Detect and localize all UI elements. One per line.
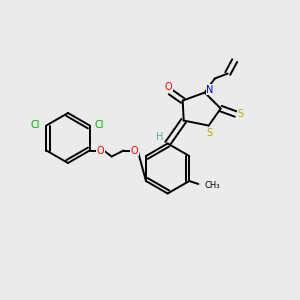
Text: CH₃: CH₃	[204, 182, 220, 190]
Text: Cl: Cl	[95, 119, 104, 130]
Text: S: S	[207, 128, 213, 138]
Text: S: S	[238, 109, 244, 119]
Text: N: N	[206, 85, 213, 94]
Text: O: O	[131, 146, 139, 155]
Text: O: O	[165, 82, 172, 92]
Text: O: O	[97, 146, 104, 155]
Text: H: H	[156, 133, 163, 142]
Text: Cl: Cl	[31, 119, 40, 130]
